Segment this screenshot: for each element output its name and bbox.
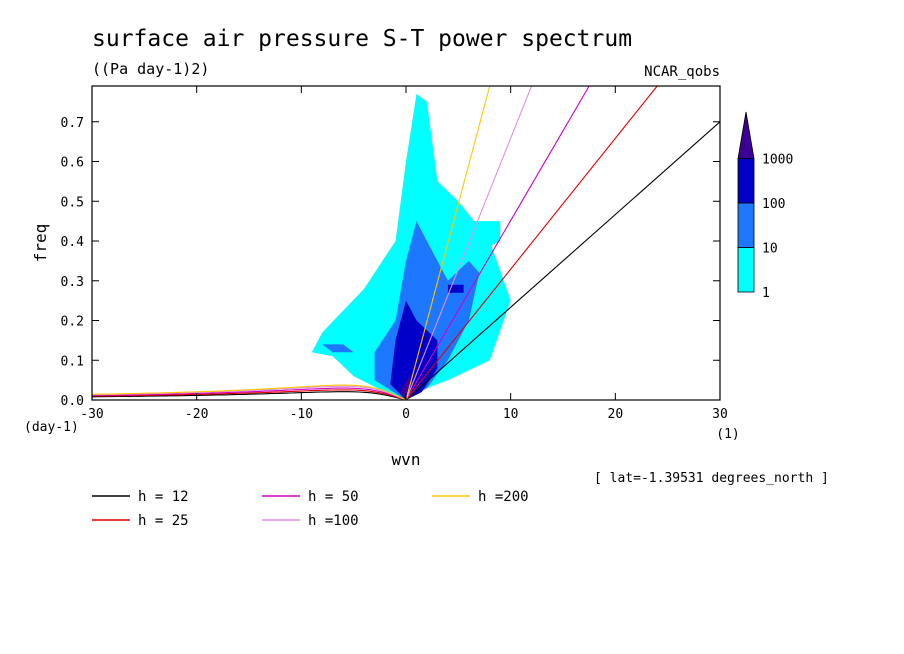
contour-region-1000 — [399, 376, 414, 400]
kelvin-curve-hundefined — [405, 121, 720, 400]
x-axis-label: wvn — [392, 450, 421, 469]
colorbar-segment — [737, 202, 755, 248]
y-tick-label: 0.6 — [61, 156, 84, 171]
colorbar-segment — [737, 158, 755, 204]
kelvin-curve-hundefined — [405, 86, 658, 400]
x-tick-label: -10 — [290, 407, 313, 422]
colorbar-label: 100 — [762, 197, 785, 212]
rossby-curve-hundefined — [92, 384, 407, 400]
plot-area: -30 -20 -10 0 10 20 30 0.00.10.20.30.40.50.60.… — [61, 85, 728, 422]
chart-subtitle: ((Pa day-1)2) — [92, 60, 209, 78]
kelvin-curve-hundefined — [405, 86, 491, 400]
legend-label: h =200 — [478, 489, 529, 505]
latitude-note: [ lat=-1.39531 degrees_north ] — [594, 471, 829, 486]
rossby-curve-hundefined — [92, 387, 407, 400]
source-label: NCAR_qobs — [644, 64, 720, 80]
y-axis: 0.0 0.1 0.2 0.3 0.4 0.5 0.6 0.7 — [61, 116, 720, 409]
legend-label: h = 25 — [138, 513, 189, 529]
y-tick-label: 0.5 — [61, 195, 84, 210]
kelvin-curve-hundefined — [405, 86, 533, 400]
contour-region-10 — [322, 344, 354, 353]
x-axis: -30 -20 -10 0 10 20 30 — [80, 86, 728, 422]
colorbar-label: 10 — [762, 242, 778, 257]
x-tick-label: 10 — [503, 407, 519, 422]
y-unit-label: (day-1) — [24, 420, 79, 435]
x-tick-label: 30 — [712, 407, 728, 422]
contour-region-1 — [437, 221, 501, 257]
colorbar-extension — [737, 111, 755, 159]
colorbar: 1 10 100 1000 — [737, 111, 793, 301]
x-tick-label: 0 — [402, 407, 410, 422]
colorbar-label: 1 — [762, 286, 770, 301]
x-tick-label: 20 — [608, 407, 624, 422]
legend: h = 12 h = 25 h = 50 h =100 h =200 — [92, 489, 529, 529]
rossby-curve-hundefined — [92, 389, 407, 400]
y-tick-label: 0.4 — [61, 235, 85, 250]
rossby-curve-hundefined — [92, 385, 407, 400]
chart-title: surface air pressure S-T power spectrum — [92, 26, 632, 52]
y-tick-label: 0.3 — [61, 275, 84, 290]
contour-layer — [311, 93, 511, 400]
dispersion-curve-layer — [92, 86, 720, 400]
kelvin-curve-hundefined — [405, 86, 590, 400]
legend-label: h =100 — [308, 513, 359, 529]
y-tick-label: 0.1 — [61, 354, 84, 369]
y-tick-label: 0.2 — [61, 315, 84, 330]
legend-label: h = 50 — [308, 489, 359, 505]
y-tick-label: 0.0 — [61, 394, 84, 409]
colorbar-segment — [737, 247, 755, 293]
x-tick-label: -20 — [185, 407, 208, 422]
rossby-curve-hundefined — [92, 391, 407, 400]
y-axis-label: freq — [31, 224, 50, 263]
legend-label: h = 12 — [138, 489, 189, 505]
colorbar-label: 1000 — [762, 153, 793, 168]
x-unit-label: (1) — [716, 427, 739, 442]
x-tick-label: -30 — [80, 407, 103, 422]
y-tick-label: 0.7 — [61, 116, 84, 131]
